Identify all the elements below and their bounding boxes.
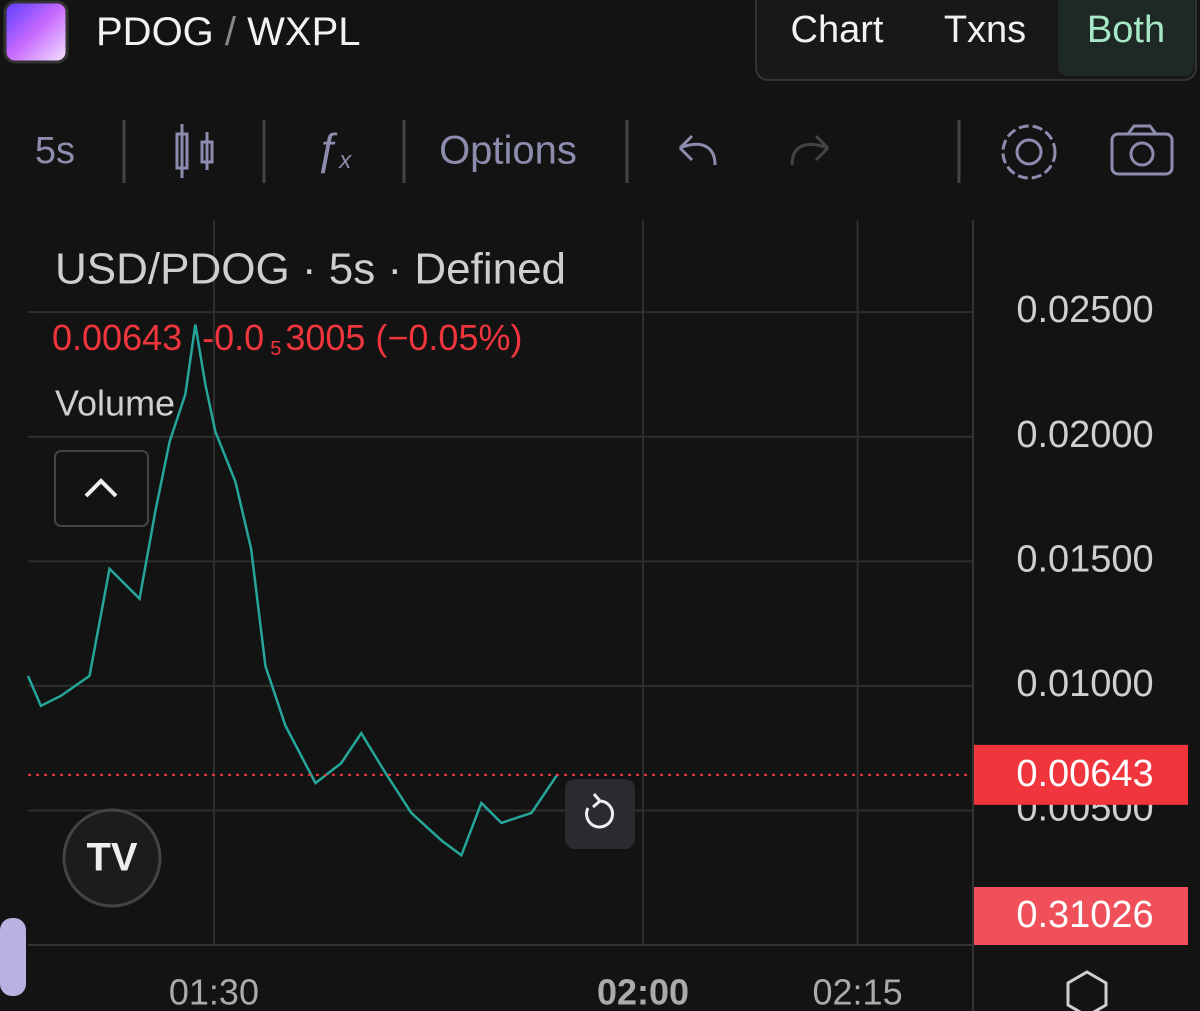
change: -0.0 — [202, 317, 264, 358]
scroll-handle[interactable] — [0, 918, 26, 996]
change-subscript: 5 — [270, 338, 281, 360]
tab[interactable]: Both — [1087, 9, 1165, 51]
y-tick-label: 0.01500 — [1016, 538, 1153, 580]
y-tick-label: 0.01000 — [1016, 663, 1153, 705]
tab-active-bg — [1058, 0, 1194, 76]
last-price-badge — [974, 744, 1188, 805]
volume-label: 0.31026 — [1016, 894, 1153, 936]
volume-legend: Volume — [55, 383, 175, 424]
redo-icon — [790, 134, 830, 166]
quote: WXPL — [247, 10, 360, 54]
x-tick-label: 01:30 — [169, 972, 259, 1011]
volume-badge — [974, 887, 1188, 945]
tab[interactable]: Txns — [944, 9, 1026, 51]
undo-icon[interactable] — [678, 134, 717, 166]
settings-icon[interactable] — [1001, 124, 1057, 180]
y-tick-label: 0.02000 — [1016, 414, 1153, 456]
candles-icon[interactable] — [175, 124, 214, 178]
plot — [26, 220, 972, 945]
price-line — [26, 324, 559, 858]
interval-button[interactable]: 5s — [35, 130, 75, 172]
base: PDOG — [96, 10, 214, 54]
y-tick-label: 0.02500 — [1016, 289, 1153, 331]
legend-title: USD/PDOG · 5s · Defined — [55, 245, 566, 294]
separator: / — [225, 10, 237, 54]
x-tick-label: 02:15 — [813, 972, 903, 1011]
tradingview-mark: TV — [86, 836, 137, 880]
token-logo — [3, 0, 69, 64]
toolbar-separators — [122, 120, 961, 183]
tab[interactable]: Chart — [791, 9, 884, 51]
reset-icon — [585, 793, 615, 829]
x-tick-label: 02:00 — [597, 972, 689, 1011]
last-price-label: 0.00643 — [1016, 753, 1153, 795]
change: 3005 (−0.05%) — [285, 317, 522, 358]
axis-settings-icon[interactable] — [1066, 970, 1108, 1011]
chevron-up — [84, 478, 118, 498]
collapse-button[interactable] — [54, 450, 149, 527]
price: 0.00643 — [52, 317, 182, 358]
pair-title: PDOG / WXPL — [96, 10, 361, 54]
tradingview-logo[interactable] — [62, 808, 162, 908]
screenshot-icon[interactable] — [1110, 124, 1174, 176]
legend-price: 0.00643 -0.0 5 3005 (−0.05%) — [52, 317, 522, 361]
reset-button[interactable] — [565, 779, 635, 849]
options-button[interactable]: Options — [439, 129, 577, 173]
